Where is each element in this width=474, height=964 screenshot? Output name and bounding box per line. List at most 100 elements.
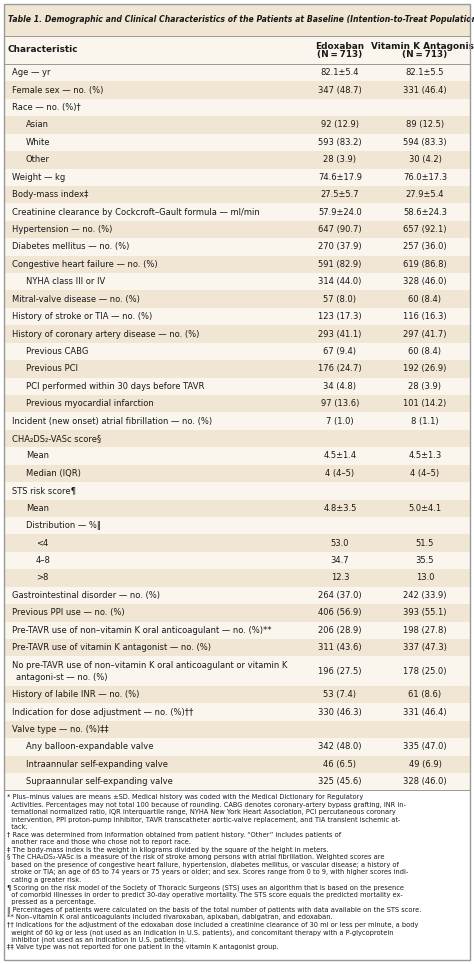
Text: †† Indications for the adjustment of the edoxaban dose included a creatinine cle: †† Indications for the adjustment of the… [7, 922, 419, 928]
Text: 264 (37.0): 264 (37.0) [318, 591, 362, 600]
Bar [4, 551, 470, 569]
Text: 82.1±5.4: 82.1±5.4 [321, 68, 359, 77]
Text: tack.: tack. [7, 824, 27, 831]
Bar [4, 255, 470, 273]
Text: 28 (3.9): 28 (3.9) [409, 382, 441, 390]
Text: 27.9±5.4: 27.9±5.4 [406, 190, 444, 200]
Bar [4, 64, 470, 81]
Text: History of labile INR — no. (%): History of labile INR — no. (%) [12, 690, 139, 699]
Text: cating a greater risk.: cating a greater risk. [7, 877, 81, 883]
Text: 619 (86.8): 619 (86.8) [403, 260, 447, 269]
Text: 178 (25.0): 178 (25.0) [403, 667, 447, 676]
Text: pressed as a percentage.: pressed as a percentage. [7, 899, 96, 905]
Text: 27.5±5.7: 27.5±5.7 [321, 190, 359, 200]
Text: 123 (17.3): 123 (17.3) [318, 312, 362, 321]
Text: 57 (8.0): 57 (8.0) [323, 295, 356, 304]
Text: based on the presence of congestive heart failure, hypertension, diabetes mellit: based on the presence of congestive hear… [7, 862, 399, 868]
Text: 270 (37.9): 270 (37.9) [318, 242, 362, 252]
Text: ‡ The body-mass index is the weight in kilograms divided by the square of the he: ‡ The body-mass index is the weight in k… [7, 847, 328, 853]
Bar [4, 773, 470, 790]
Text: 92 (12.9): 92 (12.9) [321, 120, 359, 129]
Bar [4, 343, 470, 361]
Text: 5.0±4.1: 5.0±4.1 [409, 504, 442, 513]
Text: ¶ Scoring on the risk model of the Society of Thoracic Surgeons (STS) uses an al: ¶ Scoring on the risk model of the Socie… [7, 885, 404, 891]
Text: Intraannular self-expanding valve: Intraannular self-expanding valve [26, 760, 168, 769]
Text: 4–8: 4–8 [36, 556, 51, 565]
Text: 331 (46.4): 331 (46.4) [403, 86, 447, 94]
Bar [4, 134, 470, 151]
Text: 82.1±5.5: 82.1±5.5 [406, 68, 444, 77]
Text: Weight — kg: Weight — kg [12, 173, 65, 182]
Text: 46 (6.5): 46 (6.5) [323, 760, 356, 769]
Text: 297 (41.7): 297 (41.7) [403, 330, 447, 338]
Text: CHA₂DS₂-VASc score§: CHA₂DS₂-VASc score§ [12, 434, 101, 443]
Bar [4, 587, 470, 604]
Text: 257 (36.0): 257 (36.0) [403, 242, 447, 252]
Text: (N = 713): (N = 713) [402, 50, 447, 59]
Text: Mean: Mean [26, 504, 49, 513]
Text: 49 (6.9): 49 (6.9) [409, 760, 441, 769]
Text: of comorbid illnesses in order to predict 30-day operative mortality. The STS sc: of comorbid illnesses in order to predic… [7, 892, 403, 898]
Text: 34 (4.8): 34 (4.8) [323, 382, 356, 390]
Bar [4, 395, 470, 413]
Text: 53.0: 53.0 [331, 539, 349, 548]
Text: Supraannular self-expanding valve: Supraannular self-expanding valve [26, 777, 173, 787]
Text: 4 (4–5): 4 (4–5) [326, 469, 355, 478]
Bar [4, 721, 470, 738]
Text: 593 (83.2): 593 (83.2) [318, 138, 362, 147]
Text: 325 (45.6): 325 (45.6) [318, 777, 362, 787]
Text: NYHA class III or IV: NYHA class III or IV [26, 278, 105, 286]
Bar [4, 465, 470, 482]
Text: 116 (16.3): 116 (16.3) [403, 312, 447, 321]
Bar [4, 361, 470, 378]
Bar [4, 238, 470, 255]
Text: 57.9±24.0: 57.9±24.0 [318, 207, 362, 217]
Text: History of stroke or TIA — no. (%): History of stroke or TIA — no. (%) [12, 312, 152, 321]
Bar [4, 325, 470, 343]
Text: PCI performed within 30 days before TAVR: PCI performed within 30 days before TAVR [26, 382, 204, 390]
Text: Vitamin K Antagonist: Vitamin K Antagonist [372, 42, 474, 51]
Text: Hypertension — no. (%): Hypertension — no. (%) [12, 225, 112, 234]
Text: 406 (56.9): 406 (56.9) [318, 608, 362, 617]
Text: 311 (43.6): 311 (43.6) [318, 643, 362, 652]
Bar [4, 273, 470, 290]
Bar [4, 430, 470, 447]
Text: History of coronary artery disease — no. (%): History of coronary artery disease — no.… [12, 330, 200, 338]
Bar [4, 99, 470, 117]
Text: 53 (7.4): 53 (7.4) [323, 690, 356, 699]
Bar [4, 499, 470, 517]
Bar [4, 413, 470, 430]
Text: 293 (41.1): 293 (41.1) [319, 330, 362, 338]
Text: White: White [26, 138, 51, 147]
Text: 61 (8.6): 61 (8.6) [409, 690, 442, 699]
Text: Age — yr: Age — yr [12, 68, 51, 77]
Text: STS risk score¶: STS risk score¶ [12, 487, 76, 495]
Bar [4, 656, 470, 686]
Text: 58.6±24.3: 58.6±24.3 [403, 207, 447, 217]
Text: weight of 60 kg or less (not used as an indication in U.S. patients), and concom: weight of 60 kg or less (not used as an … [7, 929, 393, 936]
Text: Characteristic: Characteristic [8, 45, 79, 55]
Bar [4, 569, 470, 587]
Bar [4, 308, 470, 325]
Text: inhibitor (not used as an indication in U.S. patients).: inhibitor (not used as an indication in … [7, 937, 186, 944]
Text: ** Non–vitamin K oral anticoagulants included rivaroxaban, apixaban, dabigatran,: ** Non–vitamin K oral anticoagulants inc… [7, 915, 333, 921]
Text: 328 (46.0): 328 (46.0) [403, 278, 447, 286]
Text: * Plus–minus values are means ±SD. Medical history was coded with the Medical Di: * Plus–minus values are means ±SD. Medic… [7, 794, 363, 800]
Text: 7 (1.0): 7 (1.0) [326, 416, 354, 426]
Text: 13.0: 13.0 [416, 574, 434, 582]
Text: Distribution — %‖: Distribution — %‖ [26, 522, 101, 530]
Text: § The CHA₂DS₂-VASc is a measure of the risk of stroke among persons with atrial : § The CHA₂DS₂-VASc is a measure of the r… [7, 854, 384, 861]
Bar [4, 686, 470, 704]
Bar [4, 290, 470, 308]
Text: Previous CABG: Previous CABG [26, 347, 88, 356]
Text: 34.7: 34.7 [331, 556, 349, 565]
Text: Any balloon-expandable valve: Any balloon-expandable valve [26, 742, 154, 752]
Text: 74.6±17.9: 74.6±17.9 [318, 173, 362, 182]
Text: 67 (9.4): 67 (9.4) [323, 347, 356, 356]
Text: Incident (new onset) atrial fibrillation — no. (%): Incident (new onset) atrial fibrillation… [12, 416, 212, 426]
Text: Gastrointestinal disorder — no. (%): Gastrointestinal disorder — no. (%) [12, 591, 160, 600]
Text: 594 (83.3): 594 (83.3) [403, 138, 447, 147]
Text: stroke or TIA; an age of 65 to 74 years or 75 years or older; and sex. Scores ra: stroke or TIA; an age of 65 to 74 years … [7, 870, 408, 875]
Bar [4, 534, 470, 551]
Text: Congestive heart failure — no. (%): Congestive heart failure — no. (%) [12, 260, 158, 269]
